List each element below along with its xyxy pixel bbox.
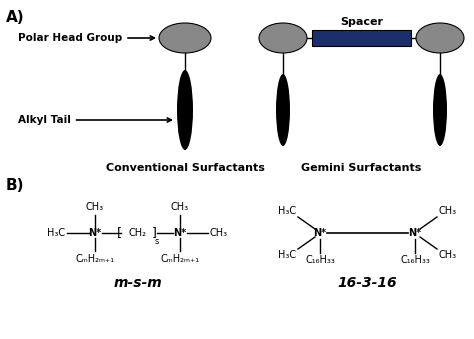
Ellipse shape <box>259 23 307 53</box>
Text: B): B) <box>6 178 25 193</box>
Text: ]: ] <box>152 226 156 239</box>
Text: [: [ <box>117 226 121 239</box>
Ellipse shape <box>416 23 464 53</box>
Text: CH₃: CH₃ <box>439 250 457 260</box>
Text: C₁₆H₃₃: C₁₆H₃₃ <box>305 255 335 265</box>
Text: Polar Head Group: Polar Head Group <box>18 33 155 43</box>
Text: N*: N* <box>89 228 101 238</box>
Text: A): A) <box>6 10 25 25</box>
Text: CH₃: CH₃ <box>439 206 457 216</box>
Ellipse shape <box>177 70 193 150</box>
Ellipse shape <box>276 74 290 146</box>
Ellipse shape <box>433 74 447 146</box>
Text: Gemini Surfactants: Gemini Surfactants <box>301 163 422 173</box>
Ellipse shape <box>159 23 211 53</box>
Text: 16-3-16: 16-3-16 <box>337 276 397 290</box>
Text: Spacer: Spacer <box>340 17 383 27</box>
Text: CₘH₂ₘ₊₁: CₘH₂ₘ₊₁ <box>75 254 115 264</box>
Text: C₁₆H₃₃: C₁₆H₃₃ <box>400 255 430 265</box>
Text: CH₃: CH₃ <box>86 202 104 212</box>
Text: CH₃: CH₃ <box>171 202 189 212</box>
Text: H₃C: H₃C <box>278 206 296 216</box>
Text: N*: N* <box>313 228 327 238</box>
Text: CH₃: CH₃ <box>210 228 228 238</box>
Text: N*: N* <box>173 228 187 238</box>
Text: Alkyl Tail: Alkyl Tail <box>18 115 172 125</box>
Text: H₃C: H₃C <box>47 228 65 238</box>
Bar <box>312 30 411 46</box>
Text: H₃C: H₃C <box>278 250 296 260</box>
Text: CH₂: CH₂ <box>128 228 146 238</box>
Text: s: s <box>155 237 159 246</box>
Text: m-s-m: m-s-m <box>113 276 162 290</box>
Text: CₘH₂ₘ₊₁: CₘH₂ₘ₊₁ <box>160 254 200 264</box>
Text: Conventional Surfactants: Conventional Surfactants <box>106 163 264 173</box>
Text: N*: N* <box>409 228 421 238</box>
